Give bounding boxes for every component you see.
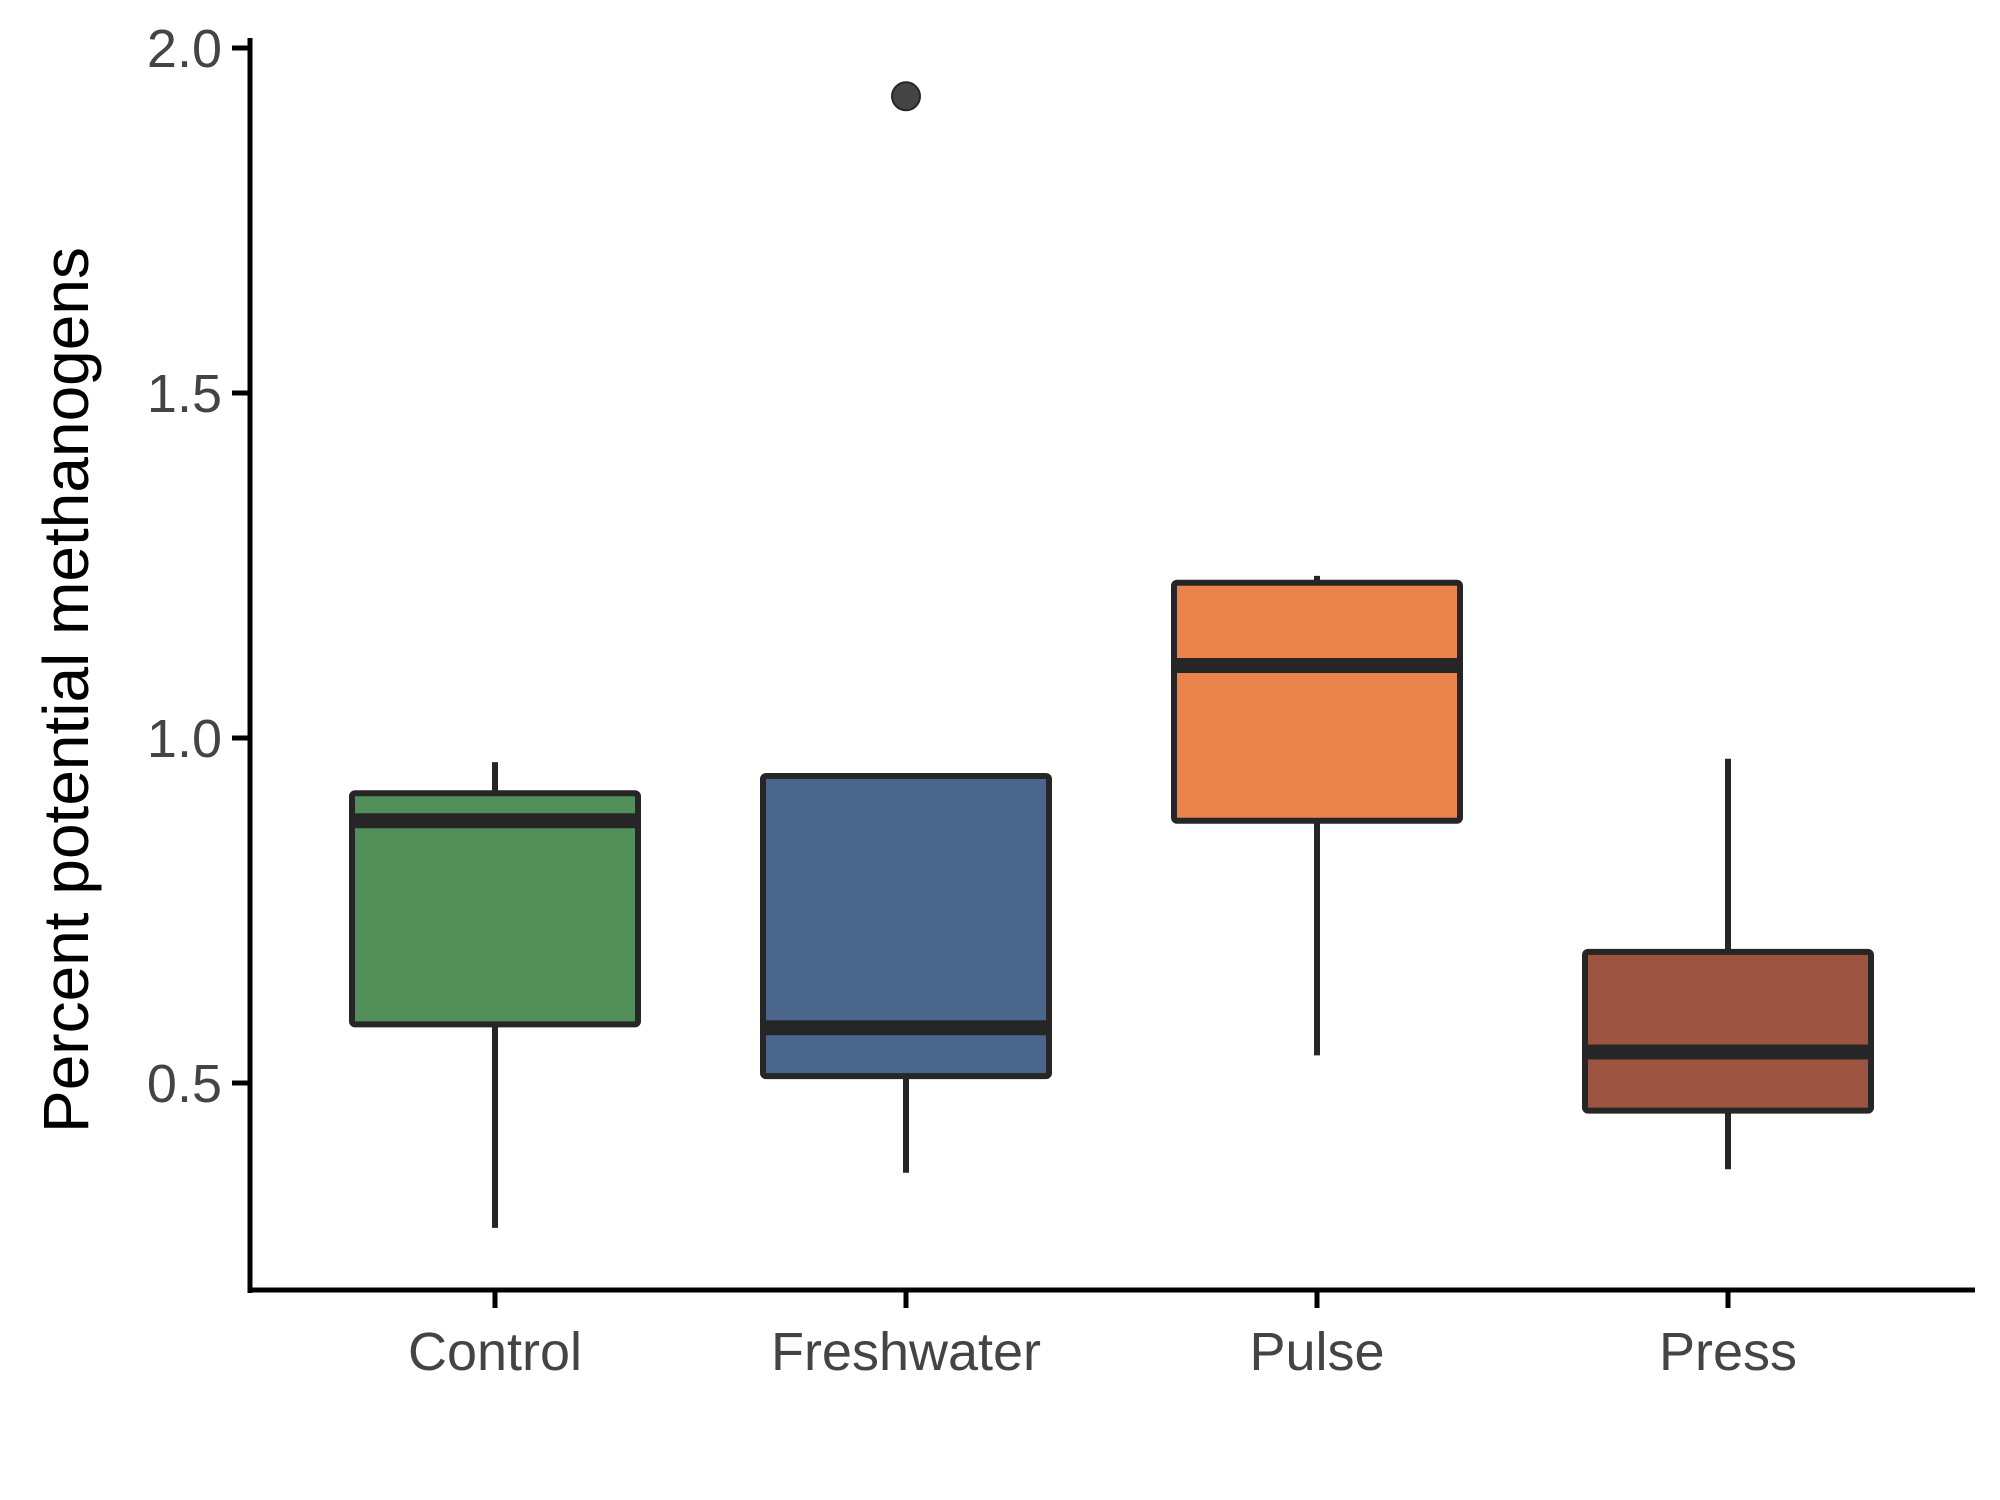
x-tick-label: Press (1659, 1322, 1797, 1382)
box-freshwater (760, 772, 1052, 1080)
box-pulse (1171, 579, 1463, 824)
y-tick-label: 0.5 (147, 1054, 222, 1114)
outlier-point-freshwater (891, 81, 921, 112)
y-tick-label: 1.0 (147, 709, 222, 769)
y-tick-label: 1.5 (147, 364, 222, 424)
y-tick-label: 2.0 (147, 19, 222, 79)
box-press (1582, 948, 1874, 1114)
box-control (349, 790, 641, 1028)
x-tick-label: Control (408, 1322, 582, 1382)
y-axis-title: Percent potential methanogens (30, 247, 102, 1133)
plot-area: 0.5 1.0 1.5 2.0 Control Freshwater Pulse Press (147, 19, 1975, 1382)
x-tick-label: Freshwater (771, 1322, 1041, 1382)
x-tick-label: Pulse (1249, 1322, 1384, 1382)
